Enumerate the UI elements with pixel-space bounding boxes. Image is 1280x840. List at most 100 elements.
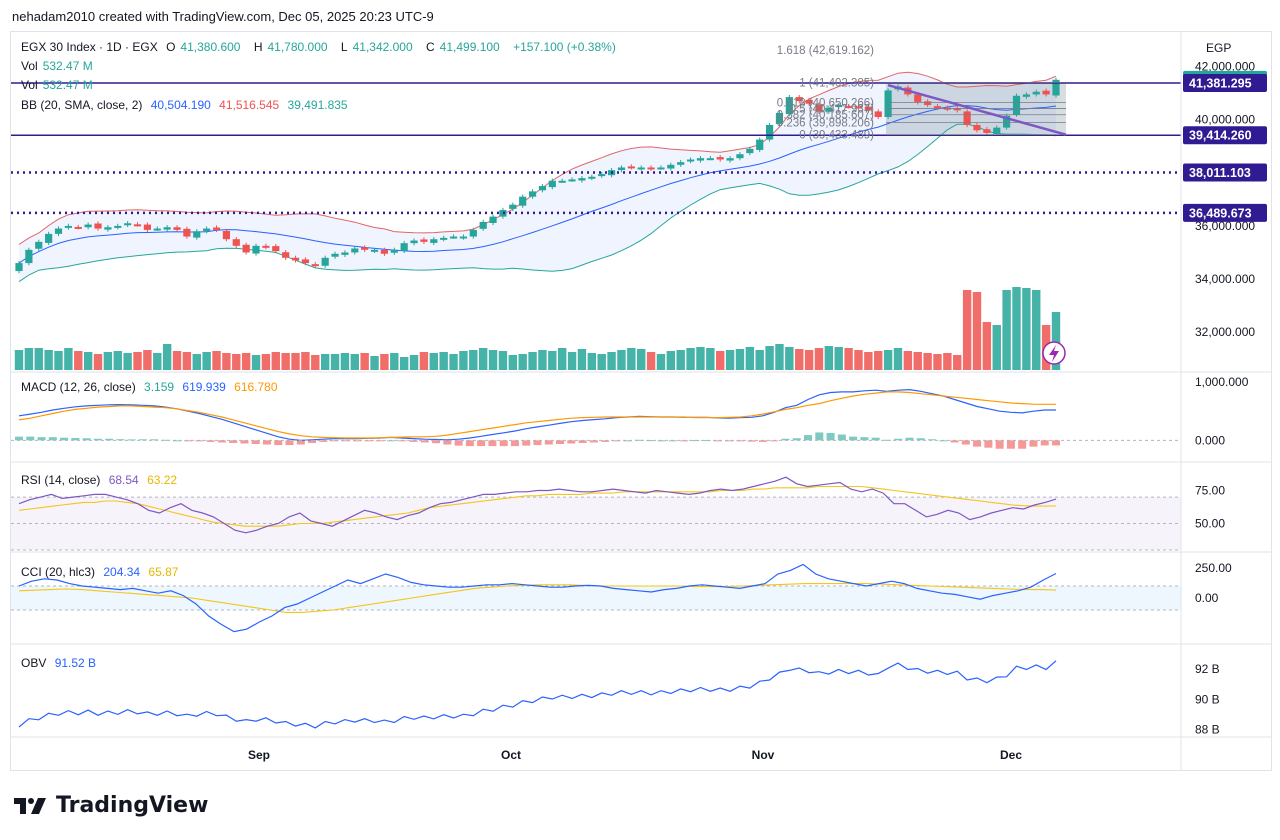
candle-body: [74, 226, 82, 229]
price-badge-label: 36,489.673: [1189, 206, 1252, 220]
candle-body: [440, 237, 448, 240]
bb-basis-line: [18, 105, 1057, 264]
rsi-ma-value: 63.22: [147, 473, 178, 487]
macd-histogram-bar: [781, 438, 790, 441]
macd-histogram-bar: [950, 440, 959, 443]
candle-body: [410, 240, 418, 244]
candle-body: [54, 228, 63, 234]
macd-histogram-bar: [82, 438, 91, 441]
volume-bar: [172, 351, 182, 370]
macd-histogram-bar: [409, 440, 418, 442]
macd-histogram-bar: [60, 437, 69, 441]
volume-bar: [656, 354, 666, 370]
volume-bar: [903, 351, 913, 370]
volume-bar: [1022, 288, 1031, 370]
macd-histogram-bar: [420, 440, 429, 443]
cci-tick-label: 0.00: [1195, 591, 1219, 605]
candle-body: [805, 100, 813, 104]
macd-histogram-bar: [184, 440, 193, 442]
volume-bar: [439, 352, 448, 370]
volume-bar: [1002, 290, 1011, 370]
volume-bar: [666, 351, 676, 370]
volume-bar: [972, 292, 982, 370]
high-label: H: [253, 40, 263, 54]
macd-histogram-bar: [443, 440, 452, 445]
macd-histogram-bar: [465, 440, 474, 447]
macd-histogram-bar: [556, 440, 565, 445]
macd-histogram-bar: [589, 440, 598, 443]
macd-histogram-bar: [353, 440, 362, 442]
volume-bar: [281, 353, 290, 370]
volume-bar: [617, 350, 626, 370]
candle-body: [973, 124, 981, 131]
macd-tick-label: 0.000: [1195, 433, 1225, 447]
low-label: L: [340, 40, 348, 54]
candle-body: [914, 94, 922, 103]
low-value: 41,342.000: [352, 40, 413, 54]
volume-bar: [765, 346, 774, 370]
time-axis-label: Sep: [248, 748, 270, 762]
chart-frame[interactable]: 1.618 (42,619.162) 1 (41,402.385) 0.618 (4…: [10, 31, 1272, 771]
chart-canvas[interactable]: 1.618 (42,619.162) 1 (41,402.385) 0.618 (4…: [11, 32, 1271, 770]
candle-body: [203, 228, 211, 232]
macd-histogram-bar: [973, 440, 982, 447]
candle-body: [104, 227, 112, 230]
volume-bar: [133, 352, 142, 370]
price-tick-label: 40,000.000: [1195, 113, 1255, 127]
candle-body: [400, 243, 408, 251]
macd-histogram-bar: [871, 437, 880, 441]
chart-caption: nehadam2010 created with TradingView.com…: [12, 9, 434, 24]
volume-bar: [577, 349, 587, 370]
volume-bar: [567, 352, 577, 370]
bb-legend: BB (20, SMA, close, 2) 40,504.190 41,516…: [21, 98, 353, 112]
macd-histogram-bar: [634, 439, 643, 441]
volume-bar: [44, 350, 53, 370]
cci-legend: CCI (20, hlc3) 204.34 65.87: [21, 565, 183, 579]
obv-tick-label: 92 B: [1195, 662, 1220, 676]
candle-body: [193, 231, 201, 238]
macd-line: [18, 388, 1056, 441]
candle-body: [588, 176, 596, 179]
macd-histogram-bar: [792, 438, 801, 441]
candle-body: [558, 180, 566, 183]
candle-body: [864, 106, 872, 111]
cci-label: CCI (20, hlc3): [21, 565, 96, 579]
volume-bar: [982, 322, 992, 370]
volume-bar: [113, 351, 122, 370]
bb-upper-value: 41,516.545: [219, 98, 280, 112]
candle-body: [617, 167, 626, 171]
candle-body: [696, 158, 705, 161]
macd-histogram-bar: [849, 436, 858, 441]
volume-bar: [153, 353, 162, 370]
macd-legend: MACD (12, 26, close) 3.159 619.939 616.7…: [21, 380, 283, 394]
candle-body: [124, 223, 132, 226]
volume-bar: [54, 351, 63, 370]
candle-body: [479, 221, 487, 229]
volume-bar: [143, 350, 152, 370]
open-value: 41,380.600: [180, 40, 241, 54]
candle-body: [25, 249, 33, 264]
volume-bar: [498, 351, 508, 370]
macd-histogram-bar: [229, 440, 238, 443]
volume-bar: [824, 346, 834, 370]
candle-body: [459, 236, 468, 239]
macd-histogram-bar: [105, 438, 114, 441]
symbol-label: EGX 30 Index · 1D · EGX: [21, 40, 158, 54]
macd-label: MACD (12, 26, close): [21, 380, 136, 394]
macd-histogram-bar: [37, 437, 46, 441]
rsi-legend: RSI (14, close) 68.54 63.22: [21, 473, 182, 487]
candle-body: [212, 227, 221, 230]
obv-tick-label: 90 B: [1195, 692, 1220, 706]
macd-histogram-bar: [1018, 440, 1027, 449]
candle-body: [884, 90, 892, 117]
volume-bar: [370, 356, 379, 370]
tradingview-logo[interactable]: TradingView: [12, 793, 208, 818]
candle-body: [420, 239, 428, 242]
macd-histogram-bar: [1052, 440, 1060, 446]
volume-bar: [528, 352, 537, 370]
candle-body: [489, 216, 497, 223]
volume-bar: [913, 352, 922, 370]
candle-body: [35, 241, 43, 249]
macd-histogram-bar: [713, 440, 722, 442]
volume-bar: [1012, 287, 1021, 370]
